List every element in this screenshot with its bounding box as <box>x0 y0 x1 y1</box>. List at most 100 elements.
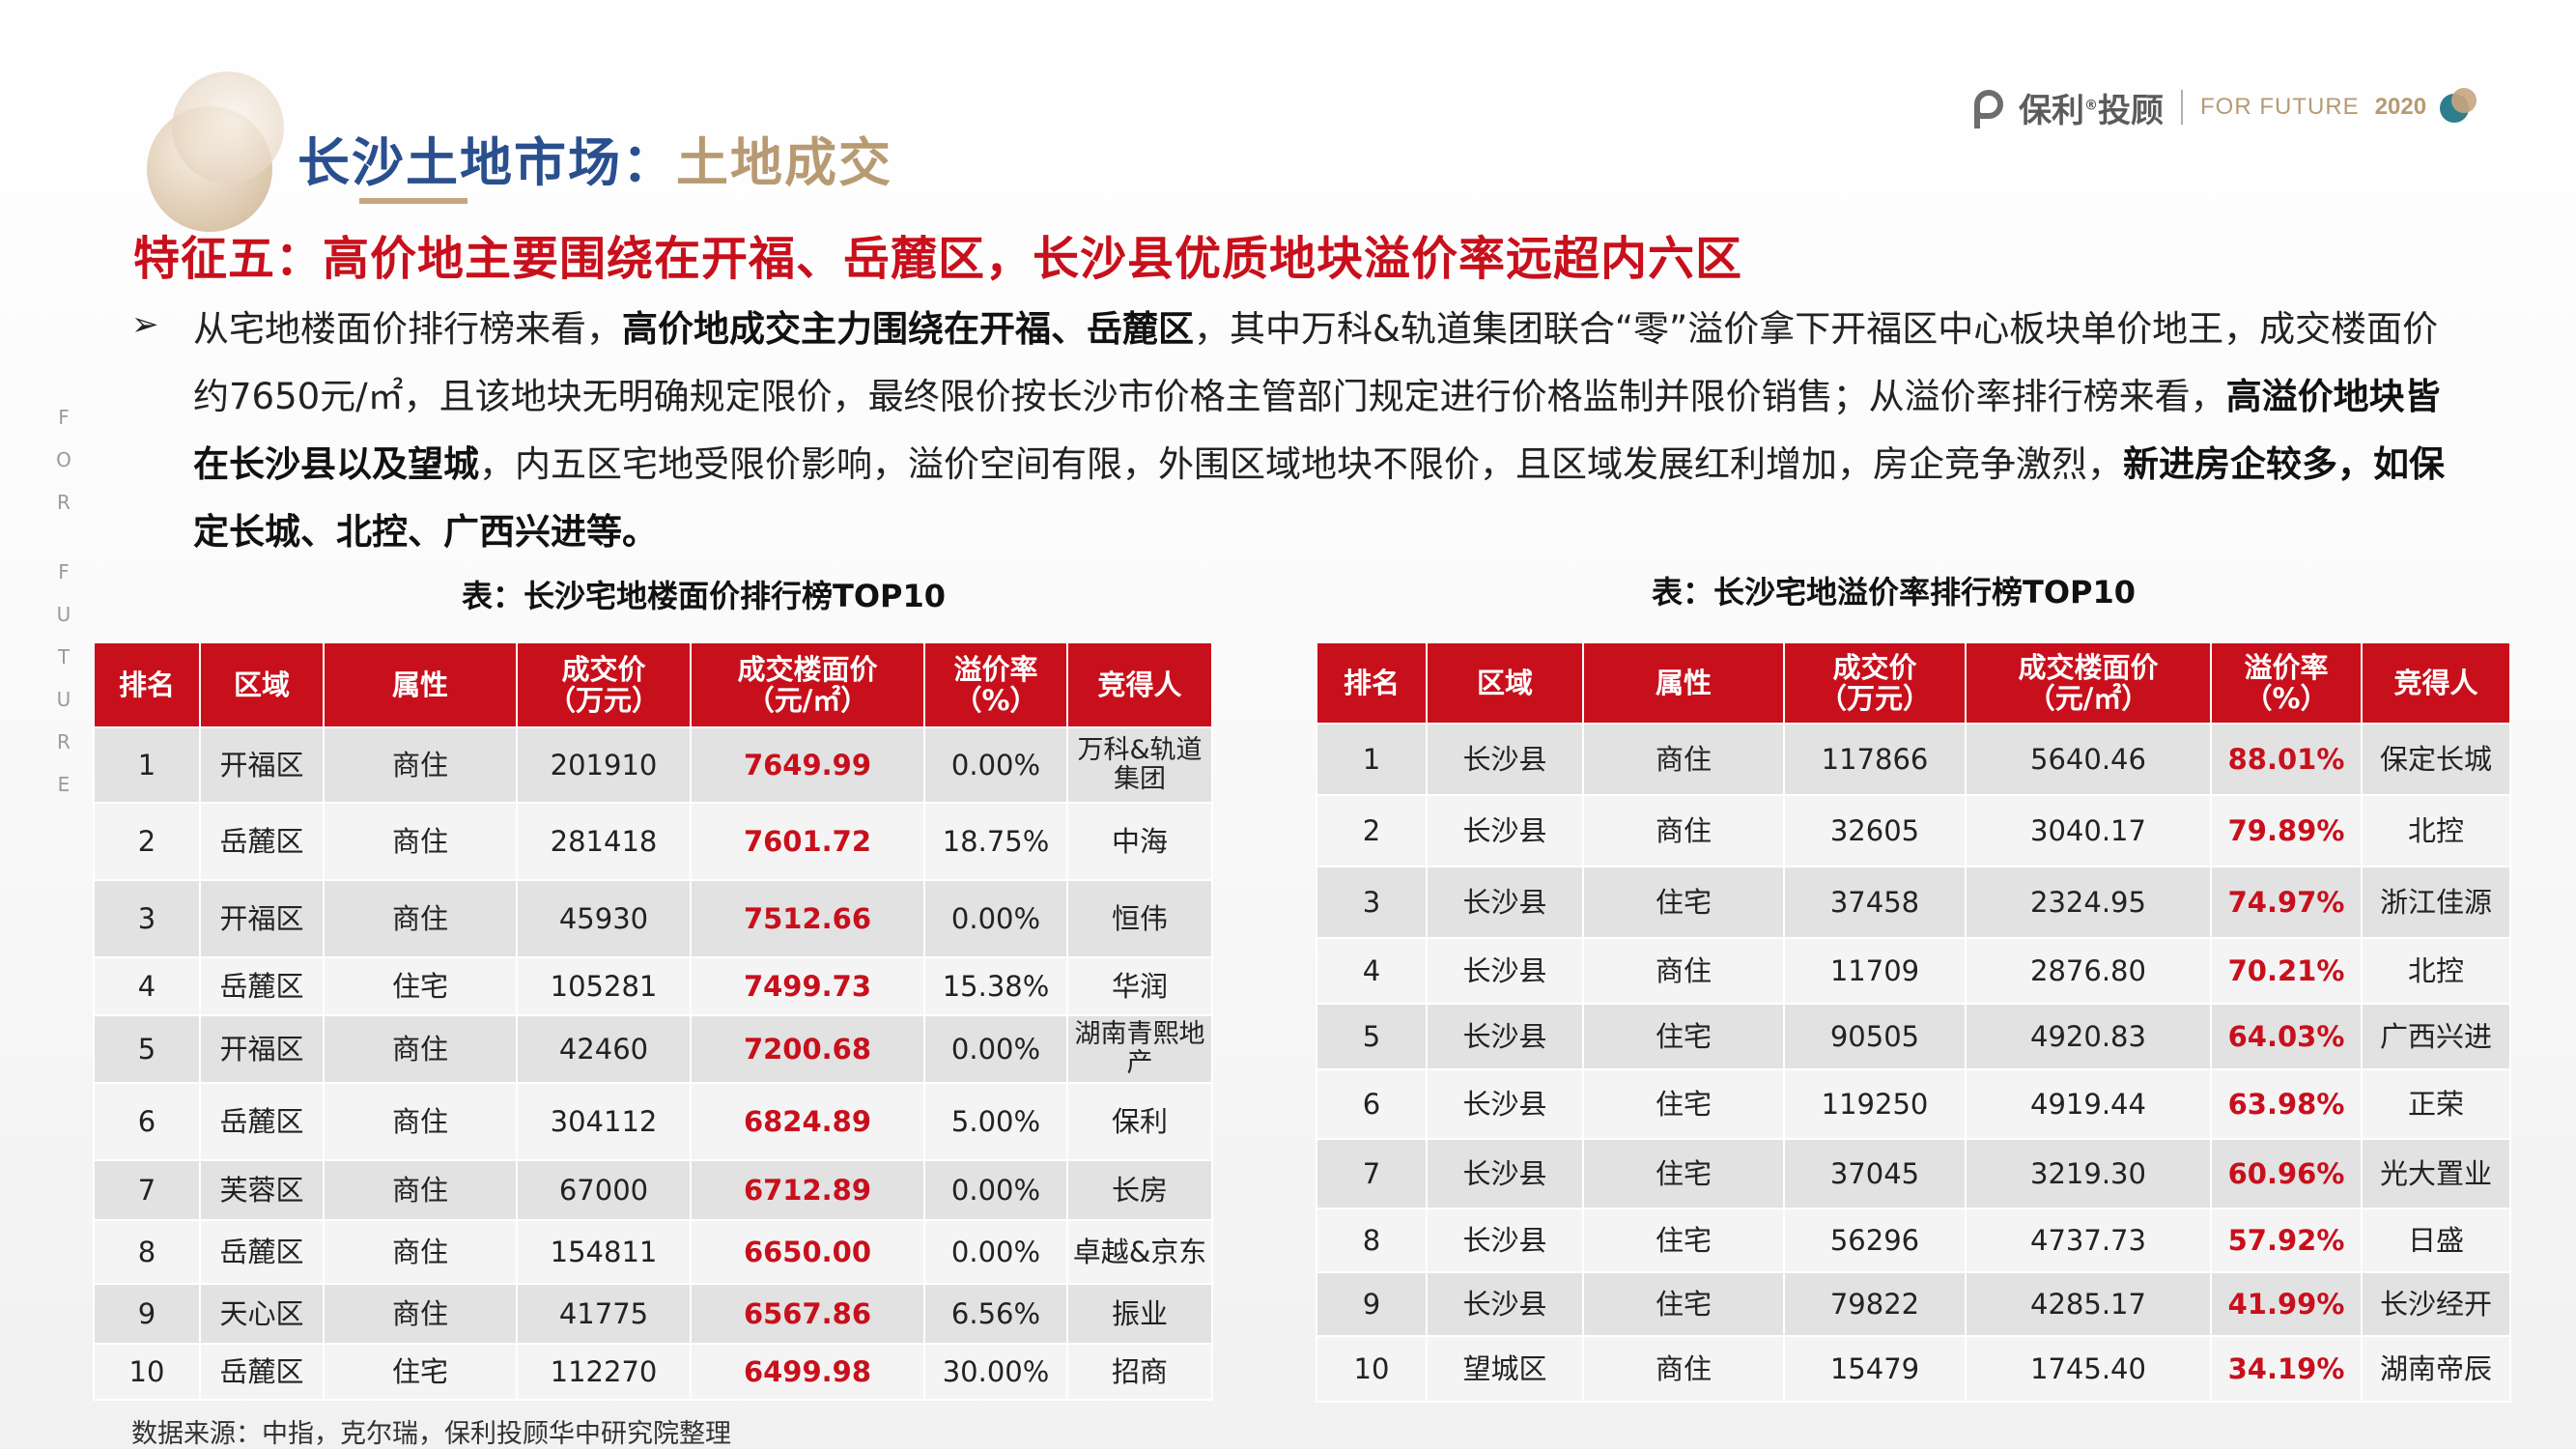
table-cell: 7512.66 <box>690 879 925 958</box>
table-header-cell: 竞得人 <box>1066 641 1213 728</box>
table-cell: 长沙经开 <box>2361 1271 2511 1337</box>
table-cell: 保利 <box>1066 1082 1213 1161</box>
table-cell: 4919.44 <box>1965 1068 2212 1140</box>
decor-circle <box>172 71 284 184</box>
table-cell: 中海 <box>1066 802 1213 881</box>
brand-logo: 保利®投顾 FOR FUTURE 2020 <box>1970 83 2478 131</box>
table-cell: 保定长城 <box>2361 723 2511 796</box>
table-cell: 0.00% <box>923 1014 1068 1084</box>
table-header-cell: 区域 <box>1426 641 1584 725</box>
table-cell: 长沙县 <box>1426 1003 1584 1070</box>
table-cell: 7200.68 <box>690 1014 925 1084</box>
table-cell: 10 <box>1316 1335 1428 1403</box>
table-cell: 1745.40 <box>1965 1335 2212 1403</box>
table-header-cell: 溢价率 （%） <box>923 641 1068 728</box>
table-header-cell: 区域 <box>199 641 325 728</box>
table-cell: 7649.99 <box>690 726 925 804</box>
table-cell: 湖南青熙地产 <box>1066 1014 1213 1084</box>
table-cell: 光大置业 <box>2361 1138 2511 1209</box>
table-cell: 商住 <box>323 1082 518 1161</box>
table-cell: 商住 <box>1582 723 1785 796</box>
table-cell: 88.01% <box>2210 723 2363 796</box>
table-row: 8 岳麓区 商住 154811 6650.00 0.00% 卓越&京东 <box>93 1219 1213 1285</box>
table-cell: 2 <box>1316 794 1428 867</box>
feature-title: 特征五：高价地主要围绕在开福、岳麓区，长沙县优质地块溢价率远超内六区 <box>133 232 1743 286</box>
table-row: 6 长沙县 住宅 119250 4919.44 63.98% 正荣 <box>1316 1068 2511 1140</box>
table-cell: 281418 <box>516 802 692 881</box>
table-cell: 5 <box>1316 1003 1428 1070</box>
table-cell: 长沙县 <box>1426 937 1584 1005</box>
table-cell: 45930 <box>516 879 692 958</box>
right-table-caption: 表：长沙宅地溢价率排行榜TOP10 <box>1652 574 2137 611</box>
table-cell: 北控 <box>2361 937 2511 1005</box>
table-header-cell: 竞得人 <box>2361 641 2511 725</box>
table-header-cell: 成交楼面价 （元/㎡） <box>1965 641 2212 725</box>
table-cell: 天心区 <box>199 1283 325 1345</box>
side-vertical-text: F O R F U T U R E <box>56 406 71 796</box>
table-cell: 7 <box>93 1159 201 1221</box>
table-cell: 34.19% <box>2210 1335 2363 1403</box>
table-cell: 芙蓉区 <box>199 1159 325 1221</box>
table-row: 6 岳麓区 商住 304112 6824.89 5.00% 保利 <box>93 1082 1213 1161</box>
table-cell: 117866 <box>1783 723 1967 796</box>
table-cell: 岳麓区 <box>199 802 325 881</box>
table-header-cell: 属性 <box>1582 641 1785 725</box>
table-cell: 42460 <box>516 1014 692 1084</box>
table-cell: 开福区 <box>199 879 325 958</box>
table-cell: 10 <box>93 1343 201 1401</box>
table-cell: 湖南帝辰 <box>2361 1335 2511 1403</box>
table-cell: 60.96% <box>2210 1138 2363 1209</box>
table-cell: 商住 <box>1582 1335 1785 1403</box>
table-header-cell: 溢价率 （%） <box>2210 641 2363 725</box>
table-cell: 105281 <box>516 956 692 1016</box>
table-cell: 华润 <box>1066 956 1213 1016</box>
table-cell: 住宅 <box>1582 1068 1785 1140</box>
table-cell: 3219.30 <box>1965 1138 2212 1209</box>
table-cell: 57.92% <box>2210 1208 2363 1273</box>
table-cell: 长沙县 <box>1426 1068 1584 1140</box>
table-cell: 7601.72 <box>690 802 925 881</box>
table-cell: 长沙县 <box>1426 1138 1584 1209</box>
table-cell: 商住 <box>323 802 518 881</box>
title-underline <box>359 198 467 204</box>
table-cell: 商住 <box>323 879 518 958</box>
table-cell: 11709 <box>1783 937 1967 1005</box>
table-cell: 4285.17 <box>1965 1271 2212 1337</box>
table-cell: 9 <box>1316 1271 1428 1337</box>
table-cell: 商住 <box>1582 794 1785 867</box>
table-header-cell: 排名 <box>1316 641 1428 725</box>
table-cell: 商住 <box>323 1283 518 1345</box>
table-cell: 6650.00 <box>690 1219 925 1285</box>
table-cell: 长房 <box>1066 1159 1213 1221</box>
table-cell: 住宅 <box>1582 866 1785 939</box>
table-cell: 9 <box>93 1283 201 1345</box>
table-cell: 0.00% <box>923 1219 1068 1285</box>
table-cell: 3 <box>93 879 201 958</box>
table-row: 8 长沙县 住宅 56296 4737.73 57.92% 日盛 <box>1316 1208 2511 1273</box>
table-cell: 4737.73 <box>1965 1208 2212 1273</box>
table-cell: 长沙县 <box>1426 1208 1584 1273</box>
table-cell: 3040.17 <box>1965 794 2212 867</box>
table-cell: 住宅 <box>1582 1138 1785 1209</box>
table-cell: 正荣 <box>2361 1068 2511 1140</box>
table-header-cell: 成交价 （万元） <box>516 641 692 728</box>
table-header-cell: 成交价 （万元） <box>1783 641 1967 725</box>
table-row: 10 岳麓区 住宅 112270 6499.98 30.00% 招商 <box>93 1343 1213 1401</box>
table-cell: 30.00% <box>923 1343 1068 1401</box>
land-price-ranking-table: 排名 区域 属性 成交价 （万元） 成交楼面价 （元/㎡） 溢价率 （%） 竞得人 1 开福区… <box>93 641 1213 1401</box>
table-cell: 5.00% <box>923 1082 1068 1161</box>
table-cell: 住宅 <box>1582 1003 1785 1070</box>
table-row: 7 芙蓉区 商住 67000 6712.89 0.00% 长房 <box>93 1159 1213 1221</box>
page-title: 长沙土地市场：土地成交 <box>297 132 892 193</box>
table-cell: 90505 <box>1783 1003 1967 1070</box>
table-cell: 74.97% <box>2210 866 2363 939</box>
table-cell: 2324.95 <box>1965 866 2212 939</box>
table-cell: 2 <box>93 802 201 881</box>
table-cell: 32605 <box>1783 794 1967 867</box>
table-cell: 6499.98 <box>690 1343 925 1401</box>
table-cell: 6.56% <box>923 1283 1068 1345</box>
table-cell: 67000 <box>516 1159 692 1221</box>
table-cell: 8 <box>93 1219 201 1285</box>
table-cell: 79822 <box>1783 1271 1967 1337</box>
table-cell: 56296 <box>1783 1208 1967 1273</box>
